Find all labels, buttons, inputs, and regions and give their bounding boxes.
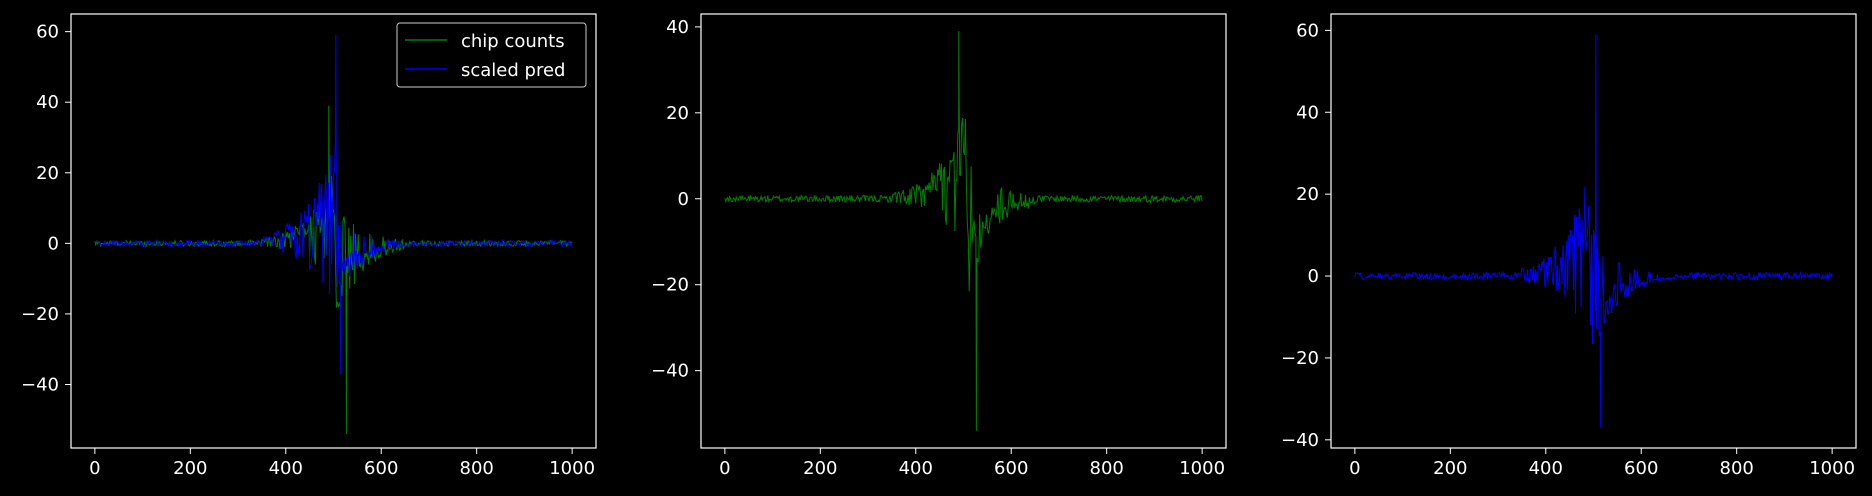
x-tick-label: 800 — [1090, 458, 1124, 479]
axes-frame — [700, 13, 1227, 449]
x-tick-label: 800 — [1720, 458, 1754, 479]
x-tick-label: 1000 — [549, 458, 595, 479]
chart-panel-middle: 0 200 400 600 800 1000 −40 −20 0 20 40 — [651, 13, 1227, 479]
x-tick-label: 400 — [899, 458, 933, 479]
plot-area — [94, 35, 573, 434]
legend-label-scaled-pred: scaled pred — [461, 60, 565, 81]
y-tick-label: 0 — [1308, 266, 1319, 287]
y-tick-label: −40 — [651, 361, 689, 382]
y-tick-label: 40 — [666, 17, 689, 38]
x-tick-label: 600 — [364, 458, 398, 479]
y-tick-label: −40 — [1281, 430, 1319, 451]
series-line-scaled-pred — [94, 35, 573, 374]
x-tick-label: 0 — [89, 458, 100, 479]
legend: chip counts scaled pred — [396, 22, 587, 88]
series-line-scaled-pred — [1354, 34, 1833, 428]
chart-panel-right: 0 200 400 600 800 1000 −40 −20 0 20 40 60 — [1281, 13, 1857, 479]
y-tick-label: −20 — [1281, 348, 1319, 369]
series-line-chip-counts — [724, 31, 1203, 431]
axis-ticks: 0 200 400 600 800 1000 −40 −20 0 20 40 — [651, 17, 1225, 479]
y-tick-label: 60 — [36, 22, 59, 43]
y-tick-label: 60 — [1296, 20, 1319, 41]
x-tick-label: 200 — [1433, 458, 1467, 479]
y-tick-label: 20 — [1296, 184, 1319, 205]
x-tick-label: 0 — [719, 458, 730, 479]
x-tick-label: 0 — [1349, 458, 1360, 479]
x-tick-label: 200 — [173, 458, 207, 479]
y-tick-label: −40 — [21, 374, 59, 395]
axes-frame — [70, 13, 597, 449]
y-tick-label: 40 — [36, 92, 59, 113]
x-tick-label: 400 — [1529, 458, 1563, 479]
y-tick-label: 40 — [1296, 102, 1319, 123]
axis-ticks: 0 200 400 600 800 1000 −40 −20 0 20 40 60 — [1281, 20, 1855, 479]
x-tick-label: 600 — [1624, 458, 1658, 479]
legend-box — [396, 22, 587, 88]
y-tick-label: 20 — [36, 163, 59, 184]
y-tick-label: −20 — [651, 275, 689, 296]
chart-panel-left: 0 200 400 600 800 1000 −40 −20 0 20 40 60 chip coun… — [21, 13, 597, 479]
x-tick-label: 400 — [269, 458, 303, 479]
x-tick-label: 1000 — [1179, 458, 1225, 479]
legend-label-chip-counts: chip counts — [461, 31, 565, 52]
x-tick-label: 1000 — [1809, 458, 1855, 479]
y-tick-label: 0 — [48, 233, 59, 254]
x-tick-label: 200 — [803, 458, 837, 479]
axis-ticks: 0 200 400 600 800 1000 −40 −20 0 20 40 60 — [21, 22, 595, 479]
x-tick-label: 800 — [460, 458, 494, 479]
plot-area — [1354, 34, 1833, 428]
y-tick-label: 0 — [678, 189, 689, 210]
y-tick-label: 20 — [666, 103, 689, 124]
axes-frame — [1330, 13, 1857, 449]
plot-area — [724, 31, 1203, 431]
x-tick-label: 600 — [994, 458, 1028, 479]
y-tick-label: −20 — [21, 304, 59, 325]
